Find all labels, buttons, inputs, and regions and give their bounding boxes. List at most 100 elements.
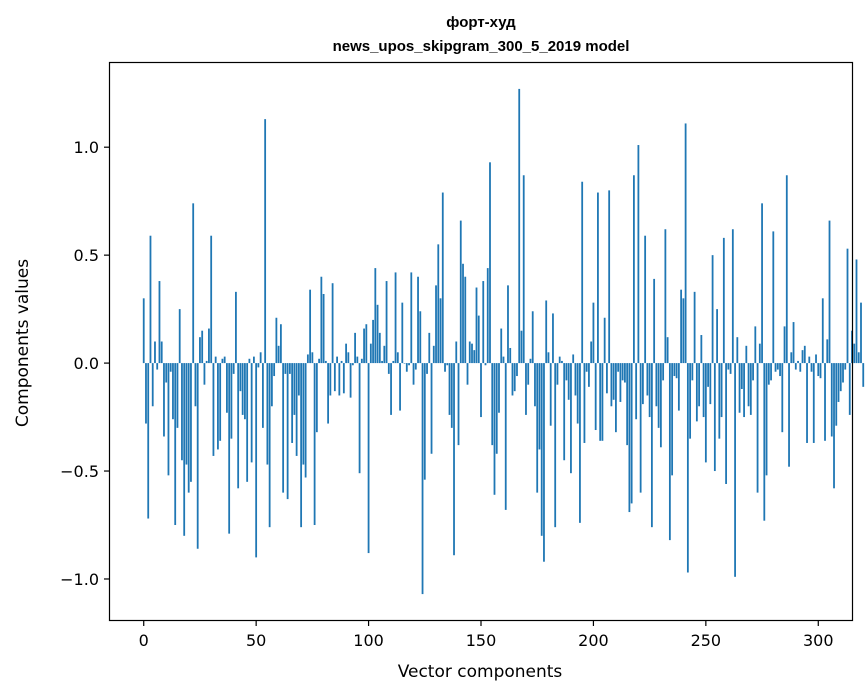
bar-17 bbox=[181, 363, 183, 461]
y-tick-label: −1.0 bbox=[60, 570, 99, 589]
bar-48 bbox=[250, 363, 253, 463]
y-tick-label: 1.0 bbox=[74, 138, 99, 157]
bar-116 bbox=[403, 363, 406, 364]
bar-8 bbox=[160, 341, 163, 364]
bar-26 bbox=[201, 330, 204, 364]
bar-177 bbox=[540, 363, 543, 536]
bar-276 bbox=[763, 363, 766, 521]
bar-253 bbox=[711, 255, 714, 364]
bar-37 bbox=[226, 363, 228, 413]
y-tick-label: 0.0 bbox=[74, 354, 99, 373]
y-axis-ticks: −1.0 −0.5 0.0 0.5 1.0 bbox=[60, 138, 110, 589]
bar-286 bbox=[785, 175, 788, 364]
bar-73 bbox=[306, 354, 309, 364]
bar-82 bbox=[327, 363, 330, 424]
bar-250 bbox=[704, 363, 707, 463]
bar-104 bbox=[376, 304, 379, 364]
bar-186 bbox=[561, 360, 563, 364]
bar-62 bbox=[282, 363, 285, 493]
bar-15 bbox=[176, 363, 179, 428]
bar-197 bbox=[585, 363, 588, 372]
bar-98 bbox=[363, 328, 365, 364]
bar-274 bbox=[758, 343, 761, 364]
bar-236 bbox=[673, 363, 676, 377]
bar-88 bbox=[340, 360, 343, 364]
x-axis-label: Vector components bbox=[398, 662, 563, 682]
bar-27 bbox=[203, 363, 206, 385]
bar-167 bbox=[518, 88, 521, 364]
bar-174 bbox=[534, 363, 536, 407]
bar-211 bbox=[617, 363, 620, 372]
bar-113 bbox=[396, 352, 399, 364]
bar-152 bbox=[484, 363, 487, 366]
bar-252 bbox=[709, 363, 712, 405]
bar-42 bbox=[237, 363, 240, 489]
bar-175 bbox=[536, 363, 539, 493]
bar-195 bbox=[581, 181, 584, 364]
bar-74 bbox=[309, 289, 312, 364]
bar-185 bbox=[558, 356, 561, 364]
bar-320 bbox=[862, 363, 865, 387]
bar-87 bbox=[338, 363, 341, 396]
bar-70 bbox=[300, 363, 303, 528]
bar-225 bbox=[648, 363, 651, 418]
bar-44 bbox=[241, 363, 244, 415]
bar-240 bbox=[682, 298, 685, 364]
bar-242 bbox=[686, 363, 689, 573]
bar-217 bbox=[630, 363, 633, 504]
bar-316 bbox=[853, 343, 856, 364]
bar-156 bbox=[493, 363, 496, 495]
bar-125 bbox=[423, 363, 426, 480]
bar-308 bbox=[835, 363, 838, 426]
bar-67 bbox=[293, 363, 296, 415]
bar-162 bbox=[507, 285, 509, 364]
bar-135 bbox=[446, 363, 449, 366]
bar-281 bbox=[774, 363, 777, 372]
bar-63 bbox=[284, 363, 287, 374]
bar-5 bbox=[154, 341, 156, 364]
bar-207 bbox=[608, 190, 611, 364]
bar-158 bbox=[498, 363, 500, 413]
bar-59 bbox=[275, 317, 278, 364]
chart-subtitle: news_upos_skipgram_300_5_2019 model bbox=[333, 38, 630, 55]
bar-231 bbox=[662, 363, 665, 381]
bar-306 bbox=[830, 363, 833, 437]
bar-105 bbox=[378, 332, 381, 364]
bar-24 bbox=[196, 363, 199, 549]
bar-164 bbox=[511, 363, 514, 396]
bar-128 bbox=[430, 363, 433, 454]
bar-69 bbox=[297, 363, 300, 396]
bar-100 bbox=[367, 363, 370, 554]
bar-92 bbox=[349, 363, 352, 398]
bar-9 bbox=[163, 363, 165, 437]
bar-319 bbox=[860, 302, 862, 364]
bar-293 bbox=[801, 350, 804, 364]
bar-76 bbox=[313, 363, 316, 526]
bar-283 bbox=[779, 363, 781, 377]
bar-228 bbox=[655, 363, 658, 407]
bar-51 bbox=[257, 363, 260, 368]
bar-171 bbox=[527, 363, 530, 385]
bar-38 bbox=[228, 363, 231, 534]
bar-61 bbox=[279, 324, 282, 364]
bar-16 bbox=[178, 309, 181, 364]
bar-188 bbox=[565, 363, 568, 381]
bar-280 bbox=[772, 231, 775, 364]
bar-247 bbox=[698, 363, 701, 407]
bar-30 bbox=[210, 235, 213, 364]
bar-272 bbox=[754, 326, 757, 364]
bar-96 bbox=[358, 363, 361, 474]
bar-130 bbox=[435, 285, 437, 364]
bar-68 bbox=[295, 363, 298, 456]
bar-193 bbox=[576, 363, 579, 424]
bar-41 bbox=[235, 291, 237, 364]
bar-93 bbox=[351, 363, 354, 366]
bar-150 bbox=[480, 363, 482, 418]
bar-138 bbox=[453, 363, 455, 556]
bar-289 bbox=[792, 322, 795, 364]
bar-227 bbox=[653, 278, 656, 364]
bar-292 bbox=[799, 363, 802, 372]
x-tick-label: 50 bbox=[246, 631, 266, 650]
bar-270 bbox=[749, 363, 752, 415]
bar-137 bbox=[450, 363, 453, 428]
